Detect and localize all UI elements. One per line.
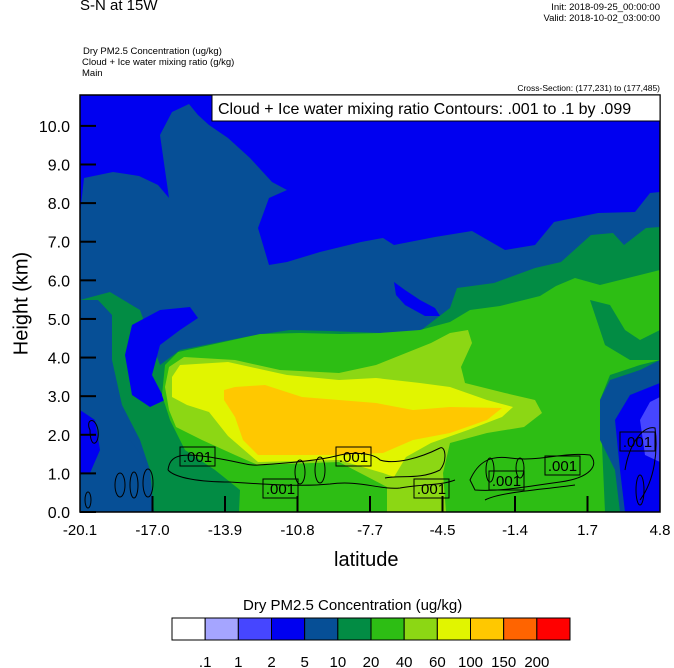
contour-label: .001 xyxy=(623,434,652,451)
colorbar-label: 100 xyxy=(458,654,483,668)
y-tick-label: 8.0 xyxy=(48,196,70,213)
colorbar-label: 40 xyxy=(396,654,413,668)
contour-label: .001 xyxy=(492,473,521,490)
contour-label-box xyxy=(544,455,581,476)
contour-line xyxy=(624,427,657,501)
y-tick-label: 7.0 xyxy=(48,235,70,252)
contour-label-box xyxy=(488,470,525,491)
contour-loop xyxy=(142,468,154,498)
contour-label: .001 xyxy=(183,449,212,466)
contour-loop xyxy=(84,491,92,509)
contour-loop xyxy=(635,474,645,506)
colorbar-title: Dry PM2.5 Concentration (ug/kg) xyxy=(243,597,463,614)
cloud-contours xyxy=(84,420,657,509)
colorbar-label: 1 xyxy=(234,654,242,668)
filled-contours xyxy=(80,95,660,512)
fill-pocket-left xyxy=(125,307,198,407)
x-tick-label: -7.7 xyxy=(357,522,383,539)
y-tick-label: 10.0 xyxy=(39,119,70,136)
contour-line xyxy=(167,447,446,479)
colorbar-swatch xyxy=(204,617,239,641)
contour-label: .001 xyxy=(266,481,295,498)
x-tick-label: -17.0 xyxy=(135,522,169,539)
colorbar-label: 10 xyxy=(329,654,346,668)
colorbar-swatch xyxy=(370,617,405,641)
x-axis-label: latitude xyxy=(334,549,399,571)
overlay-info-box xyxy=(211,94,661,122)
colorbar-label: 5 xyxy=(300,654,308,668)
valid-time: Valid: 2018-10-02_03:00:00 xyxy=(543,13,660,24)
y-tick-label: 5.0 xyxy=(48,312,70,329)
colorbar-swatch xyxy=(171,617,206,641)
colorbar-swatch xyxy=(536,617,571,641)
contour-line xyxy=(484,484,576,501)
y-tick-label: 2.0 xyxy=(48,428,70,445)
y-tick-label: 0.0 xyxy=(48,505,70,522)
contour-label-box xyxy=(619,431,656,452)
contour-loop xyxy=(515,457,525,479)
y-tick-label: 6.0 xyxy=(48,273,70,290)
colorbar-swatch xyxy=(503,617,538,641)
plot-title: S-N at 15W xyxy=(80,0,158,14)
colorbar-swatch xyxy=(304,617,339,641)
colorbar-swatch xyxy=(271,617,306,641)
y-tick-label: 3.0 xyxy=(48,389,70,406)
contour-label-box xyxy=(335,446,372,467)
y-tick-label: 4.0 xyxy=(48,351,70,368)
subtitle-cloud: Cloud + Ice water mixing ratio (g/kg) xyxy=(82,57,235,68)
x-tick-label: -13.9 xyxy=(208,522,242,539)
colorbar-label: 20 xyxy=(363,654,380,668)
colorbar-label: .1 xyxy=(199,654,212,668)
contour-loop xyxy=(485,457,495,483)
colorbar-swatch xyxy=(237,617,272,641)
x-tick-label: -1.4 xyxy=(502,522,528,539)
colorbar-label: 150 xyxy=(491,654,516,668)
contour-label: .001 xyxy=(548,458,577,475)
contour-loop xyxy=(114,472,126,498)
contour-label-box xyxy=(262,478,299,499)
contour-loop xyxy=(294,459,306,485)
y-tick-label: 1.0 xyxy=(48,466,70,483)
cross-section-label: Cross-Section: (177,231) to (177,485) xyxy=(517,83,660,93)
contour-label: .001 xyxy=(417,481,446,498)
fill-level-150-200 xyxy=(224,385,502,455)
contour-loop xyxy=(314,456,326,484)
x-tick-label: 4.8 xyxy=(650,522,671,539)
y-tick-label: 9.0 xyxy=(48,158,70,175)
fill-pocket-mid xyxy=(394,282,440,316)
subtitle-pm25: Dry PM2.5 Concentration (ug/kg) xyxy=(83,46,222,57)
colorbar-label: 200 xyxy=(524,654,549,668)
fill-left-edge xyxy=(80,410,100,473)
x-tick-label: -10.8 xyxy=(280,522,314,539)
colorbar-label: 2 xyxy=(267,654,275,668)
x-tick-label: -4.5 xyxy=(430,522,456,539)
contour-label-box xyxy=(413,478,450,499)
contour-label: .001 xyxy=(339,449,368,466)
colorbar-swatch xyxy=(470,617,505,641)
y-axis-label: Height (km) xyxy=(10,251,33,356)
colorbar-swatch xyxy=(337,617,372,641)
subtitle-main: Main xyxy=(82,68,103,79)
contour-loop xyxy=(129,471,139,499)
contour-line xyxy=(88,420,99,444)
contour-line xyxy=(469,453,595,491)
contour-label-box xyxy=(179,446,216,467)
colorbar-swatch xyxy=(436,617,472,641)
colorbar-swatch xyxy=(403,617,438,641)
x-tick-label: 1.7 xyxy=(577,522,598,539)
overlay-info-text: Cloud + Ice water mixing ratio Contours:… xyxy=(218,101,631,118)
colorbar-label: 60 xyxy=(429,654,446,668)
init-time: Init: 2018-09-25_00:00:00 xyxy=(551,2,660,13)
fill-patch-right xyxy=(590,300,660,360)
contour-line xyxy=(167,469,456,489)
x-tick-label: -20.1 xyxy=(63,522,97,539)
